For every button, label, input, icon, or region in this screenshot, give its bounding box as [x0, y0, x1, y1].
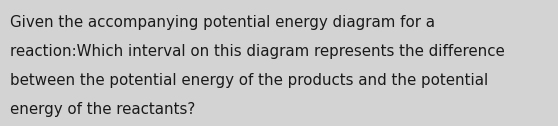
Text: Given the accompanying potential energy diagram for a: Given the accompanying potential energy …: [10, 15, 435, 30]
Text: reaction:Which interval on this diagram represents the difference: reaction:Which interval on this diagram …: [10, 44, 505, 59]
Text: between the potential energy of the products and the potential: between the potential energy of the prod…: [10, 73, 488, 88]
Text: energy of the reactants?: energy of the reactants?: [10, 102, 195, 117]
